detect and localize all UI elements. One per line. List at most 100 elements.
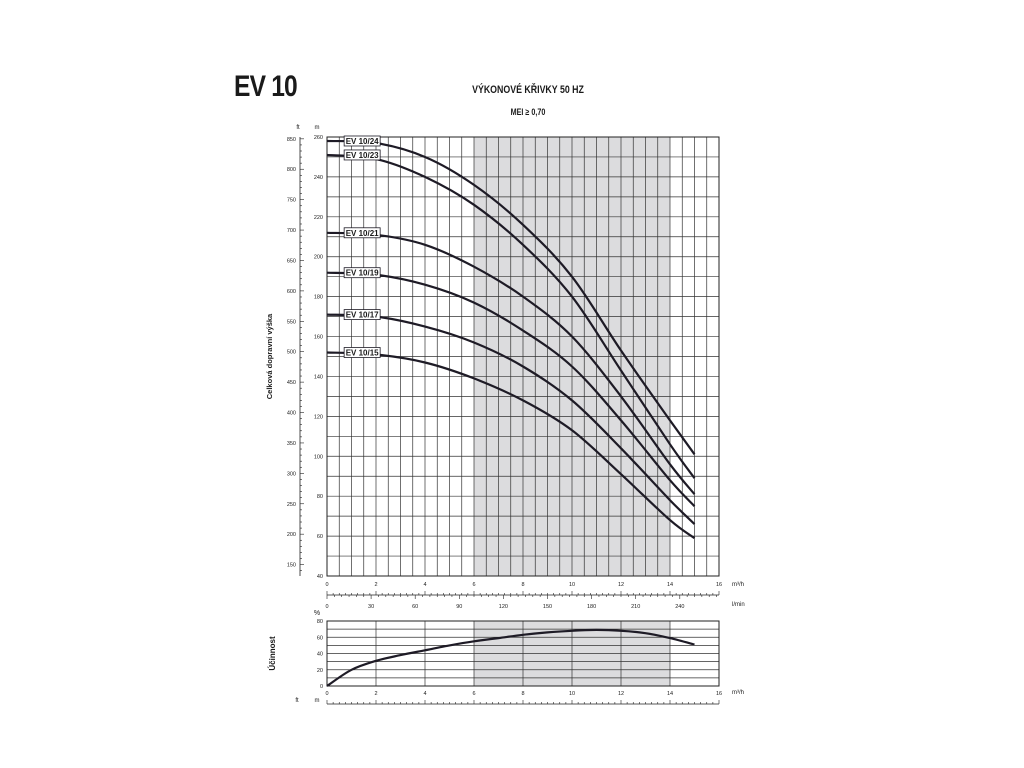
m-unit-label: m: [315, 125, 320, 131]
x-tick-label: 0: [325, 582, 328, 588]
ft-tick-label: 700: [287, 228, 296, 234]
ft-tick-label: 500: [287, 350, 296, 356]
head-curve: [326, 351, 696, 539]
x2-tick-label: 60: [412, 604, 418, 610]
series-label-box: [343, 267, 381, 279]
eff-x-tick-label: 10: [569, 691, 575, 697]
eff-axes: 0 20 40 60 80% Účinnost 0 2 4 6 8 10 12 14 16 m³/h ft m: [268, 610, 744, 705]
model-title: EV 10: [234, 70, 298, 103]
x-unit-label: m³/h: [732, 582, 744, 588]
ft-tick-label: 200: [287, 532, 296, 538]
series-label: EV 10/23: [346, 151, 379, 160]
eff-x-tick-label: 4: [423, 691, 426, 697]
ft-tick-label: 800: [287, 167, 296, 173]
head-curve: [326, 313, 696, 525]
eff-grid: [326, 620, 720, 687]
eff-x-tick-label: 8: [521, 691, 524, 697]
head-curve: [326, 271, 696, 507]
x2-tick-label: 180: [587, 604, 596, 610]
ft-tick-label: 300: [287, 471, 296, 477]
eff-x-tick-label: 16: [716, 691, 722, 697]
x2-tick-label: 30: [368, 604, 374, 610]
y-tick-label: 140: [314, 374, 323, 380]
x-tick-label: 16: [716, 582, 722, 588]
y-tick-label: 240: [314, 175, 323, 181]
series-label: EV 10/15: [346, 349, 379, 358]
head-curve: [326, 231, 696, 495]
x-tick-label: 6: [472, 582, 475, 588]
footer-m-label: m: [315, 698, 320, 704]
eff-y-tick-label: 60: [317, 635, 323, 641]
ft-tick-label: 250: [287, 502, 296, 508]
x-tick-label: 10: [569, 582, 575, 588]
x-tick-label: 4: [423, 582, 426, 588]
x-tick-label: 12: [618, 582, 624, 588]
ft-tick-label: 650: [287, 258, 296, 264]
ft-tick-label: 600: [287, 289, 296, 295]
head-curves: [326, 139, 696, 539]
y-axis-title: Celková dopravní výška: [265, 313, 274, 399]
x-tick-label: 2: [374, 582, 377, 588]
series-label: EV 10/17: [346, 311, 379, 320]
eff-x-tick-label: 6: [472, 691, 475, 697]
y-tick-label: 40: [317, 574, 323, 580]
ft-tick-label: 850: [287, 137, 296, 143]
ft-tick-label: 450: [287, 380, 296, 386]
y-tick-label: 260: [314, 135, 323, 141]
series-labels: EV 10/24 EV 10/23 EV 10/21 EV 10/19 EV 10/17…: [343, 135, 381, 358]
head-curve: [326, 153, 696, 479]
eff-unit-label: %: [314, 610, 320, 617]
footer-ft-label: ft: [295, 698, 299, 704]
ft-tick-label: 750: [287, 198, 296, 204]
x2-tick-label: 240: [675, 604, 684, 610]
series-label: EV 10/24: [346, 137, 379, 146]
eff-frame: [326, 620, 720, 687]
head-curve: [326, 139, 696, 455]
main-axes: 4060801001201401601802002202402601502002…: [265, 125, 745, 610]
x-tick-label: 14: [667, 582, 673, 588]
ft-tick-label: 350: [287, 441, 296, 447]
y-tick-label: 160: [314, 335, 323, 341]
series-label: EV 10/21: [346, 229, 379, 238]
y-tick-label: 220: [314, 215, 323, 221]
eff-y-tick-label: 0: [320, 684, 323, 690]
x2-tick-label: 150: [543, 604, 552, 610]
chart-subtitle: MEI ≥ 0,70: [510, 107, 546, 117]
ft-tick-label: 400: [287, 411, 296, 417]
x2-unit-label: l/min: [732, 602, 745, 608]
eff-y-tick-label: 40: [317, 652, 323, 658]
eff-curve-line: [326, 628, 695, 687]
eff-x-tick-label: 14: [667, 691, 673, 697]
series-label-box: [343, 227, 381, 239]
ft-tick-label: 150: [287, 563, 296, 569]
ft-unit-label: ft: [296, 125, 300, 131]
eff-y-tick-label: 80: [317, 619, 323, 625]
y-tick-label: 120: [314, 414, 323, 420]
y-tick-label: 200: [314, 255, 323, 261]
eff-y-tick-label: 20: [317, 668, 323, 674]
eff-axis-title: Účinnost: [268, 636, 277, 671]
plot-frame: [326, 136, 720, 577]
ft-tick-label: 550: [287, 319, 296, 325]
eff-x-tick-label: 2: [374, 691, 377, 697]
y-tick-label: 100: [314, 454, 323, 460]
series-label: EV 10/19: [346, 269, 379, 278]
series-label-box: [343, 135, 381, 147]
x-tick-label: 8: [521, 582, 524, 588]
y-tick-label: 60: [317, 534, 323, 540]
chart-title: VÝKONOVÉ KŘIVKY 50 HZ: [472, 84, 584, 96]
x2-tick-label: 210: [631, 604, 640, 610]
eff-x-tick-label: 0: [325, 691, 328, 697]
y-tick-label: 80: [317, 494, 323, 500]
x2-tick-label: 0: [325, 604, 328, 610]
y-tick-label: 180: [314, 295, 323, 301]
series-label-box: [343, 309, 381, 320]
efficiency-curve: [326, 628, 695, 687]
series-label-box: [343, 347, 381, 358]
eff-x-unit-label: m³/h: [732, 690, 744, 696]
x2-tick-label: 120: [499, 604, 508, 610]
eff-x-tick-label: 12: [618, 691, 624, 697]
x2-tick-label: 90: [456, 604, 462, 610]
series-label-box: [343, 149, 381, 161]
